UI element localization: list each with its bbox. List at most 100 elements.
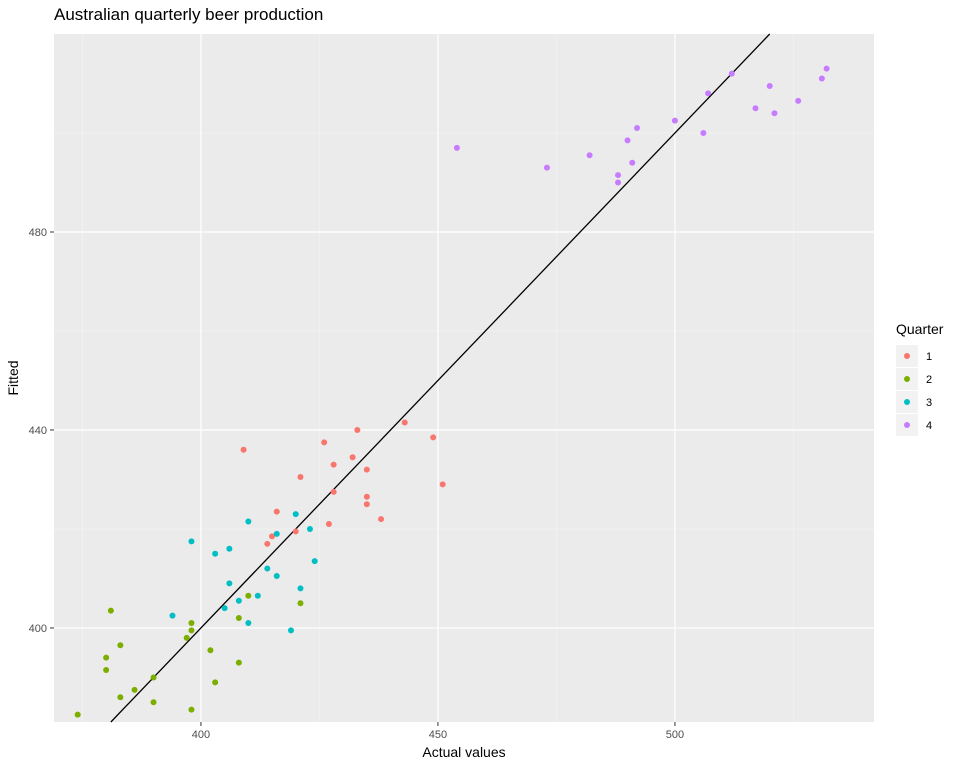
legend-marker xyxy=(904,376,910,382)
data-point xyxy=(235,659,242,666)
y-axis: 400 440 480 xyxy=(29,227,54,635)
data-points xyxy=(74,65,830,718)
data-point xyxy=(150,699,157,706)
data-point xyxy=(269,533,276,540)
data-point xyxy=(273,572,280,579)
data-point xyxy=(818,75,825,82)
data-point xyxy=(363,493,370,500)
data-point xyxy=(629,159,636,166)
legend-marker xyxy=(904,422,910,428)
series-quarter-3 xyxy=(169,511,318,634)
data-point xyxy=(615,172,622,179)
data-point xyxy=(705,90,712,97)
data-point xyxy=(117,642,124,649)
data-point xyxy=(245,518,252,525)
data-point xyxy=(439,481,446,488)
data-point xyxy=(354,426,361,433)
data-point xyxy=(287,627,294,634)
data-point xyxy=(226,545,233,552)
data-point xyxy=(245,620,252,627)
data-point xyxy=(107,607,114,614)
data-point xyxy=(586,152,593,159)
x-axis: 400 450 500 xyxy=(192,722,684,741)
data-point xyxy=(240,446,247,453)
data-point xyxy=(150,674,157,681)
y-axis-title: Fitted xyxy=(5,360,21,395)
data-point xyxy=(363,466,370,473)
data-point xyxy=(330,461,337,468)
data-point xyxy=(131,686,138,693)
data-point xyxy=(297,473,304,480)
data-point xyxy=(771,110,778,117)
data-point xyxy=(235,597,242,604)
y-tick-label: 440 xyxy=(29,425,47,437)
series-quarter-4 xyxy=(453,65,830,186)
data-point xyxy=(700,129,707,136)
plot-panel xyxy=(54,34,874,722)
data-point xyxy=(212,550,219,557)
data-point xyxy=(401,419,408,426)
data-point xyxy=(273,508,280,515)
legend-title: Quarter xyxy=(896,321,944,337)
data-point xyxy=(430,434,437,441)
legend: Quarter 1 2 3 4 xyxy=(896,321,944,436)
data-point xyxy=(378,516,385,523)
data-point xyxy=(543,164,550,171)
data-point xyxy=(297,600,304,607)
data-point xyxy=(752,105,759,112)
data-point xyxy=(306,525,313,532)
data-point xyxy=(363,501,370,508)
data-point xyxy=(297,585,304,592)
x-tick-label: 450 xyxy=(429,729,447,741)
x-tick-label: 500 xyxy=(666,729,684,741)
data-point xyxy=(188,538,195,545)
data-point xyxy=(103,667,110,674)
data-point xyxy=(207,647,214,654)
legend-label: 2 xyxy=(926,374,932,386)
data-point xyxy=(634,125,641,132)
reference-line-group xyxy=(110,33,771,723)
data-point xyxy=(321,439,328,446)
data-point xyxy=(117,694,124,701)
data-point xyxy=(453,144,460,151)
data-point xyxy=(330,488,337,495)
y-tick-label: 400 xyxy=(29,623,47,635)
data-point xyxy=(624,137,631,144)
x-tick-label: 400 xyxy=(192,729,210,741)
legend-label: 3 xyxy=(926,397,932,409)
data-point xyxy=(273,530,280,537)
data-point xyxy=(311,558,318,565)
x-axis-title: Actual values xyxy=(422,744,505,760)
data-point xyxy=(188,706,195,713)
data-point xyxy=(823,65,830,72)
reference-line xyxy=(110,33,771,723)
data-point xyxy=(292,511,299,518)
y-tick-label: 480 xyxy=(29,227,47,239)
data-point xyxy=(254,592,261,599)
data-point xyxy=(188,627,195,634)
data-point xyxy=(245,592,252,599)
data-point xyxy=(169,612,176,619)
data-point xyxy=(188,620,195,627)
data-point xyxy=(615,179,622,186)
data-point xyxy=(671,117,678,124)
series-quarter-1 xyxy=(240,419,446,547)
legend-label: 4 xyxy=(926,420,932,432)
data-point xyxy=(766,82,773,89)
legend-marker xyxy=(904,399,910,405)
data-point xyxy=(183,634,190,641)
data-point xyxy=(212,679,219,686)
data-point xyxy=(226,580,233,587)
series-quarter-2 xyxy=(74,592,304,718)
chart-title: Australian quarterly beer production xyxy=(54,5,323,24)
data-point xyxy=(221,605,228,612)
data-point xyxy=(264,540,271,547)
data-point xyxy=(325,521,332,528)
legend-marker xyxy=(904,353,910,359)
data-point xyxy=(74,711,81,718)
data-point xyxy=(103,654,110,661)
data-point xyxy=(264,565,271,572)
data-point xyxy=(292,528,299,535)
data-point xyxy=(728,70,735,77)
